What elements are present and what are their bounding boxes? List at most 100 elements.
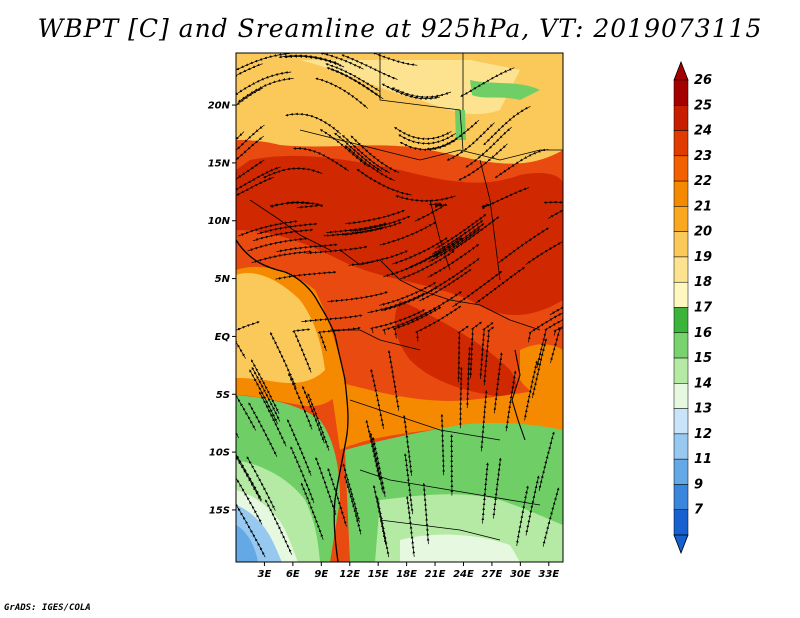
streamline xyxy=(251,359,280,414)
lon-tick-label: 18E xyxy=(396,569,417,580)
streamline xyxy=(236,124,265,166)
streamline xyxy=(247,237,308,252)
streamline xyxy=(458,366,463,429)
streamline xyxy=(326,67,381,98)
streamlines xyxy=(236,53,563,558)
streamline xyxy=(465,346,471,409)
lat-tick-label: 5S xyxy=(216,390,230,401)
lon-tick-label: 6E xyxy=(286,569,300,580)
streamline xyxy=(348,250,409,267)
colorbar-swatch xyxy=(673,105,689,131)
lon-tick-label: 24E xyxy=(453,569,474,580)
colorbar-swatch xyxy=(673,458,689,485)
lat-tick-label: 5N xyxy=(215,274,231,285)
colorbar-swatch xyxy=(673,231,689,258)
streamline xyxy=(305,53,364,70)
colorbar-swatch xyxy=(673,357,689,384)
colorbar-label: 17 xyxy=(694,301,713,316)
streamline xyxy=(480,390,488,452)
colorbar-swatch xyxy=(673,79,689,106)
lon-tick-label: 33E xyxy=(538,569,559,580)
streamline xyxy=(292,328,312,373)
streamline xyxy=(236,503,266,558)
streamline xyxy=(369,432,384,493)
streamline xyxy=(345,209,405,225)
colorbar-label: 16 xyxy=(694,326,712,341)
streamline xyxy=(379,221,437,246)
colorbar-swatch xyxy=(673,408,689,435)
streamline xyxy=(440,413,446,476)
colorbar-swatch xyxy=(673,256,689,283)
streamline xyxy=(315,457,337,516)
streamline xyxy=(542,487,560,547)
streamline xyxy=(265,499,293,555)
map-title: WBPT [C] and Sreamline at 925hPa, VT: 20… xyxy=(37,14,763,43)
streamline xyxy=(394,127,452,141)
streamline xyxy=(538,431,555,491)
lon-tick-label: 3E xyxy=(258,569,272,580)
streamline xyxy=(287,419,312,476)
colorbar-label: 9 xyxy=(694,477,703,492)
colorbar-swatch xyxy=(673,332,689,359)
colorbar-label: 18 xyxy=(694,275,712,290)
lat-axis: 20N 15N 10N 5N EQ 5S 10S 15S xyxy=(208,101,236,516)
streamline xyxy=(399,138,458,152)
streamline xyxy=(395,195,456,203)
lon-tick-label: 30E xyxy=(510,569,531,580)
streamline xyxy=(300,482,324,540)
colorbar-swatch xyxy=(673,307,689,334)
streamline xyxy=(460,67,515,97)
lon-tick-label: 12E xyxy=(339,569,360,580)
colorbar-swatch xyxy=(673,281,689,308)
colorbar-label: 23 xyxy=(694,149,712,164)
colorbar-label: 25 xyxy=(694,98,712,113)
streamline xyxy=(400,250,455,280)
colorbar-swatch xyxy=(673,433,689,460)
streamline xyxy=(387,350,400,411)
streamline xyxy=(236,87,264,125)
streamline xyxy=(492,457,502,519)
colorbar-label: 21 xyxy=(694,199,712,214)
lon-tick-label: 21E xyxy=(425,569,446,580)
streamline xyxy=(483,106,531,146)
colorbar-label: 24 xyxy=(694,124,712,139)
streamline xyxy=(236,321,260,359)
colorbar-label: 11 xyxy=(694,452,712,467)
colorbar-swatch xyxy=(673,130,689,157)
streamline xyxy=(370,368,385,430)
streamline xyxy=(458,143,508,181)
map-plot-area xyxy=(236,53,563,562)
streamline xyxy=(326,222,387,234)
colorbar-label: 13 xyxy=(694,402,712,417)
grads-credit: GrADS: IGES/COLA xyxy=(4,603,91,613)
colorbar-label: 22 xyxy=(694,174,712,189)
lat-tick-label: 15S xyxy=(209,505,230,516)
streamline xyxy=(481,187,530,210)
colorbar-swatch xyxy=(673,484,689,510)
colorbar-label: 15 xyxy=(694,351,712,366)
streamline xyxy=(525,475,540,536)
streamline xyxy=(236,159,265,193)
streamline xyxy=(408,291,462,322)
streamline xyxy=(288,373,313,430)
streamline xyxy=(376,496,390,558)
streamline xyxy=(469,321,483,379)
colorbar-label: 7 xyxy=(694,503,704,518)
streamline xyxy=(493,352,503,414)
streamline xyxy=(505,370,517,432)
streamline xyxy=(381,83,441,101)
colorbar: 26 25 24 23 22 21 20 19 18 17 16 15 14 13 12 11 9 7 xyxy=(673,60,713,555)
colorbar-label: 14 xyxy=(694,376,712,391)
colorbar-label: 12 xyxy=(694,427,712,442)
lat-tick-label: 10S xyxy=(209,448,230,459)
streamline xyxy=(356,169,412,196)
streamline xyxy=(405,495,416,557)
streamline xyxy=(246,456,276,511)
streamline xyxy=(301,314,363,323)
streamline xyxy=(475,267,525,304)
colorbar-label: 26 xyxy=(694,73,712,88)
colorbar-top-arrow xyxy=(673,60,689,81)
streamline xyxy=(285,200,324,209)
streamline xyxy=(275,270,337,280)
